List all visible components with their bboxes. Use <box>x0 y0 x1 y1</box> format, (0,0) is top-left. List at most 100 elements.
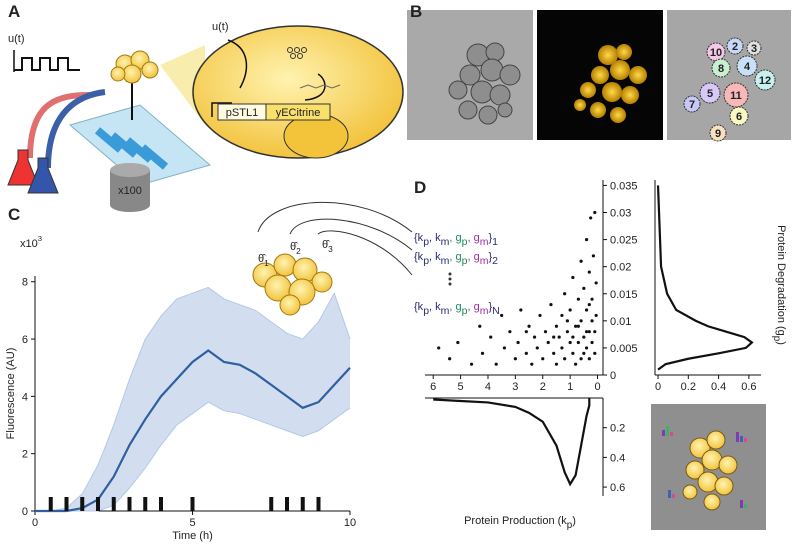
scatter-point <box>437 346 441 350</box>
x-tick-label: 5 <box>189 517 195 529</box>
scatter-point <box>568 340 572 345</box>
scatter-point <box>469 362 474 366</box>
scatter-point <box>584 308 589 312</box>
y-axis-label-part: p <box>771 336 782 342</box>
theta-label-part: 3 <box>328 244 333 254</box>
parameter-set-part: m <box>441 305 450 317</box>
parameter-set-part: m <box>441 255 450 267</box>
input-label: u(t) <box>8 33 25 45</box>
parameter-set: {kp, km, gp, gm}N <box>414 301 500 317</box>
scatter-point <box>576 297 580 301</box>
scatter-point <box>590 340 594 345</box>
parameter-set-part: {k <box>414 232 424 244</box>
input-label: u(t) <box>212 21 229 33</box>
trace-band <box>35 287 350 511</box>
scatter-point <box>500 313 504 318</box>
scatter-point <box>590 319 594 323</box>
scatter-point <box>560 313 564 318</box>
input-pulse <box>285 497 289 511</box>
series-line <box>656 185 754 371</box>
x-tick-label: 2 <box>540 381 546 393</box>
x-axis-label: Time (h) <box>172 530 213 542</box>
scatter-point <box>568 308 572 312</box>
scatter-point <box>587 357 591 361</box>
parameter-set-part: p <box>423 255 429 267</box>
parameter-set-part: p <box>462 305 468 317</box>
y-tick-label: 0.6 <box>610 482 625 494</box>
scatter-point <box>571 351 575 355</box>
parameter-set-part: 1 <box>492 236 498 248</box>
scatter-point <box>524 330 528 334</box>
scatter-point <box>448 357 452 361</box>
scatter-point <box>489 335 493 339</box>
input-pulse <box>111 497 116 511</box>
scatter-point <box>594 313 598 318</box>
parameter-set-part: , k <box>429 232 441 244</box>
panel-a-illustration <box>7 25 404 212</box>
scatter-point <box>571 335 575 339</box>
scatter-point <box>584 346 589 350</box>
cell-number: 10 <box>710 47 722 59</box>
cell-number: 9 <box>715 128 721 140</box>
panel-label: B <box>410 2 422 21</box>
parameter-set-part: , g <box>467 251 479 263</box>
y-tick-label: 0.025 <box>610 235 638 247</box>
parameter-set-part: p <box>423 236 429 248</box>
scatter-point <box>552 351 556 355</box>
theta-label: θ̂3 <box>322 239 333 254</box>
y-tick-label: 0.005 <box>610 343 638 355</box>
scatter-point <box>538 313 542 318</box>
scatter-point <box>480 351 485 355</box>
cell-number: 2 <box>732 41 738 53</box>
scatter-point <box>549 302 553 307</box>
scatter-point <box>456 340 460 345</box>
scatter-point <box>582 335 586 339</box>
parameter-set-part: , g <box>449 232 461 244</box>
parameter-set-part: {k <box>414 301 424 313</box>
scatter-point <box>589 216 593 220</box>
scatter-point <box>516 340 520 345</box>
panel-label: D <box>414 178 426 197</box>
theta-label-part: θ̂ <box>258 253 266 265</box>
theta-label: θ̂2 <box>290 241 301 256</box>
cell-histogram-image <box>651 404 766 530</box>
cell-number: 12 <box>759 75 771 87</box>
parameter-set: {kp, km, gp, gm}2 <box>414 251 498 267</box>
scatter-point <box>594 281 598 285</box>
series-line <box>35 286 351 512</box>
scatter-point <box>541 357 545 361</box>
scatter-point <box>591 254 596 258</box>
input-pulse <box>269 497 274 511</box>
scatter-point <box>590 297 594 301</box>
scatter-point <box>587 270 591 274</box>
parameter-set-part: m <box>480 255 489 267</box>
scatter-point <box>587 330 591 334</box>
x-axis-label: Protein Production (kp) <box>464 515 576 531</box>
scatter-point <box>593 210 597 215</box>
parameter-set-part: , g <box>467 301 479 313</box>
scatter-point <box>554 324 559 328</box>
scatter-point <box>579 319 583 323</box>
y-axis-label: Fluorescence (AU) <box>5 348 17 440</box>
parameter-set-part: N <box>492 305 500 317</box>
scatter-point <box>535 346 539 350</box>
scatter-point <box>546 340 550 345</box>
scatter-point <box>579 357 583 361</box>
scatter-point <box>563 292 567 296</box>
cell-number: 8 <box>718 63 724 75</box>
theta-label: θ̂1 <box>258 253 269 268</box>
x-axis-label-part: Protein Production (k <box>464 515 567 527</box>
scatter-point <box>552 335 556 339</box>
parameter-set-part: p <box>462 236 468 248</box>
cell-cluster <box>252 253 333 316</box>
scatter-point <box>593 351 597 355</box>
cell-number: 5 <box>707 88 713 100</box>
y-tick-label: 0.4 <box>610 452 625 464</box>
input-pulse <box>143 497 148 511</box>
parameter-set-part: p <box>423 305 429 317</box>
input-pulse <box>96 497 100 511</box>
parameter-set-part: m <box>480 305 489 317</box>
objective-label: x100 <box>118 185 142 197</box>
input-pulse <box>80 497 85 511</box>
